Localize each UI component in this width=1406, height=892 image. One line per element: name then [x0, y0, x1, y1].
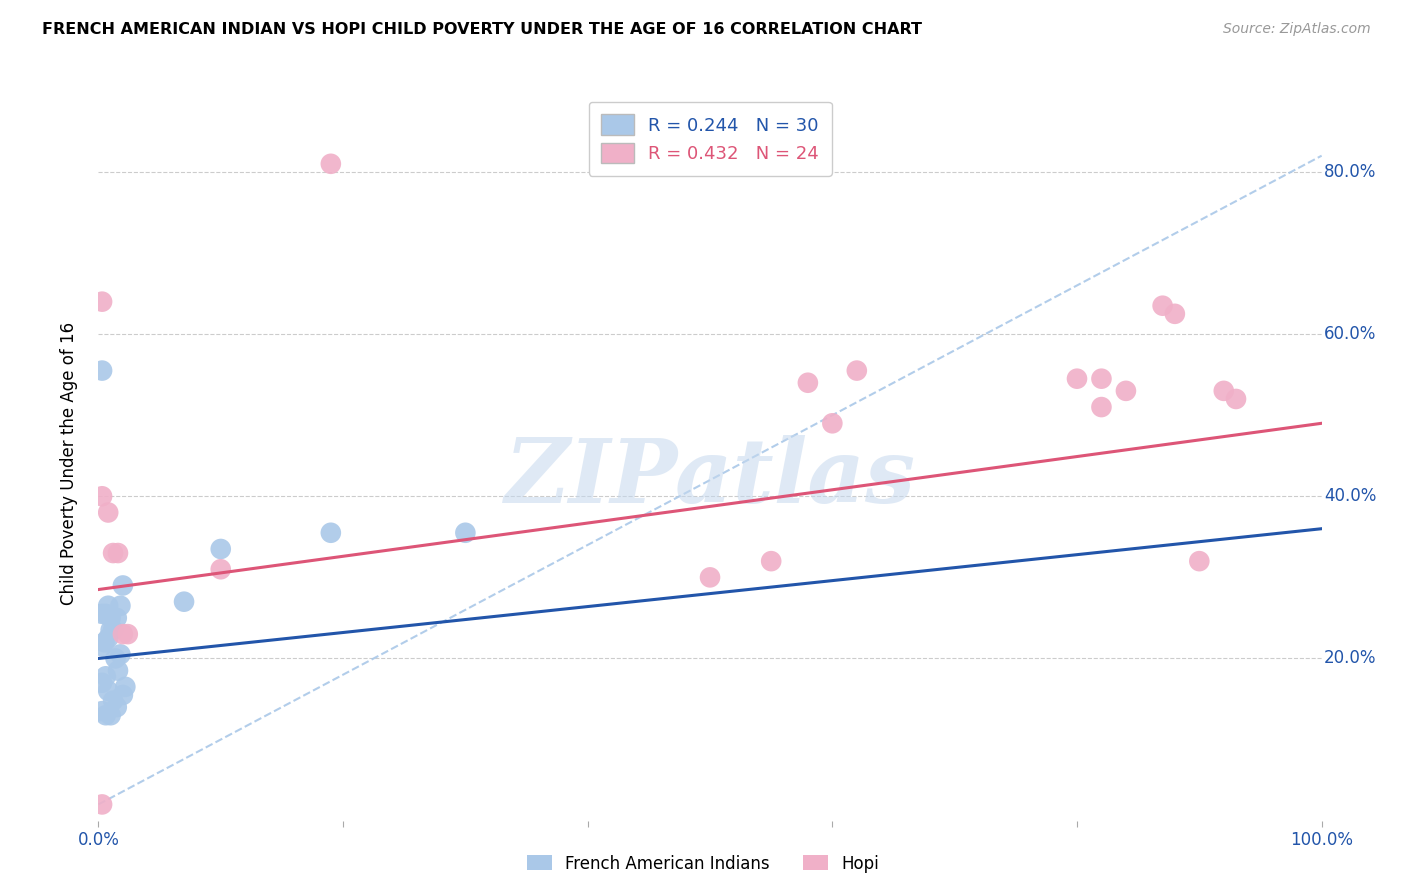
- Point: [107, 664, 129, 678]
- Legend: R = 0.244   N = 30, R = 0.432   N = 24: R = 0.244 N = 30, R = 0.432 N = 24: [589, 102, 831, 176]
- Point: [111, 578, 134, 592]
- Text: 40.0%: 40.0%: [1324, 487, 1376, 505]
- Point: [110, 648, 132, 662]
- Point: [114, 680, 136, 694]
- Point: [100, 623, 122, 637]
- Point: [319, 157, 342, 171]
- Point: [797, 376, 820, 390]
- Point: [1066, 372, 1088, 386]
- Point: [845, 363, 868, 377]
- Point: [100, 611, 122, 625]
- Point: [91, 675, 114, 690]
- Point: [1090, 372, 1112, 386]
- Point: [94, 669, 117, 683]
- Point: [1115, 384, 1137, 398]
- Point: [91, 640, 114, 654]
- Point: [1090, 400, 1112, 414]
- Point: [454, 525, 477, 540]
- Text: 80.0%: 80.0%: [1324, 163, 1376, 181]
- Point: [761, 554, 783, 568]
- Point: [97, 631, 120, 645]
- Point: [173, 595, 195, 609]
- Point: [699, 570, 721, 584]
- Point: [100, 708, 122, 723]
- Point: [209, 562, 232, 576]
- Point: [111, 688, 134, 702]
- Point: [91, 294, 114, 309]
- Point: [1212, 384, 1234, 398]
- Point: [93, 635, 115, 649]
- Point: [107, 546, 129, 560]
- Point: [1164, 307, 1187, 321]
- Point: [1152, 299, 1174, 313]
- Point: [105, 700, 128, 714]
- Point: [101, 623, 124, 637]
- Text: Source: ZipAtlas.com: Source: ZipAtlas.com: [1223, 22, 1371, 37]
- Point: [91, 607, 114, 621]
- Point: [821, 417, 844, 431]
- Point: [91, 704, 114, 718]
- Text: 20.0%: 20.0%: [1324, 649, 1376, 667]
- Point: [209, 541, 232, 556]
- Point: [1188, 554, 1211, 568]
- Text: ZIPatlas: ZIPatlas: [505, 435, 915, 521]
- Legend: French American Indians, Hopi: French American Indians, Hopi: [520, 848, 886, 880]
- Point: [105, 611, 128, 625]
- Point: [97, 506, 120, 520]
- Point: [91, 489, 114, 503]
- Text: FRENCH AMERICAN INDIAN VS HOPI CHILD POVERTY UNDER THE AGE OF 16 CORRELATION CHA: FRENCH AMERICAN INDIAN VS HOPI CHILD POV…: [42, 22, 922, 37]
- Point: [319, 525, 342, 540]
- Point: [101, 546, 124, 560]
- Y-axis label: Child Poverty Under the Age of 16: Child Poverty Under the Age of 16: [59, 322, 77, 606]
- Point: [111, 627, 134, 641]
- Point: [91, 797, 114, 812]
- Point: [94, 607, 117, 621]
- Point: [97, 599, 120, 613]
- Point: [91, 363, 114, 377]
- Point: [97, 684, 120, 698]
- Point: [104, 651, 127, 665]
- Point: [101, 693, 124, 707]
- Point: [117, 627, 139, 641]
- Text: 60.0%: 60.0%: [1324, 325, 1376, 343]
- Point: [94, 708, 117, 723]
- Point: [1225, 392, 1247, 406]
- Point: [110, 599, 132, 613]
